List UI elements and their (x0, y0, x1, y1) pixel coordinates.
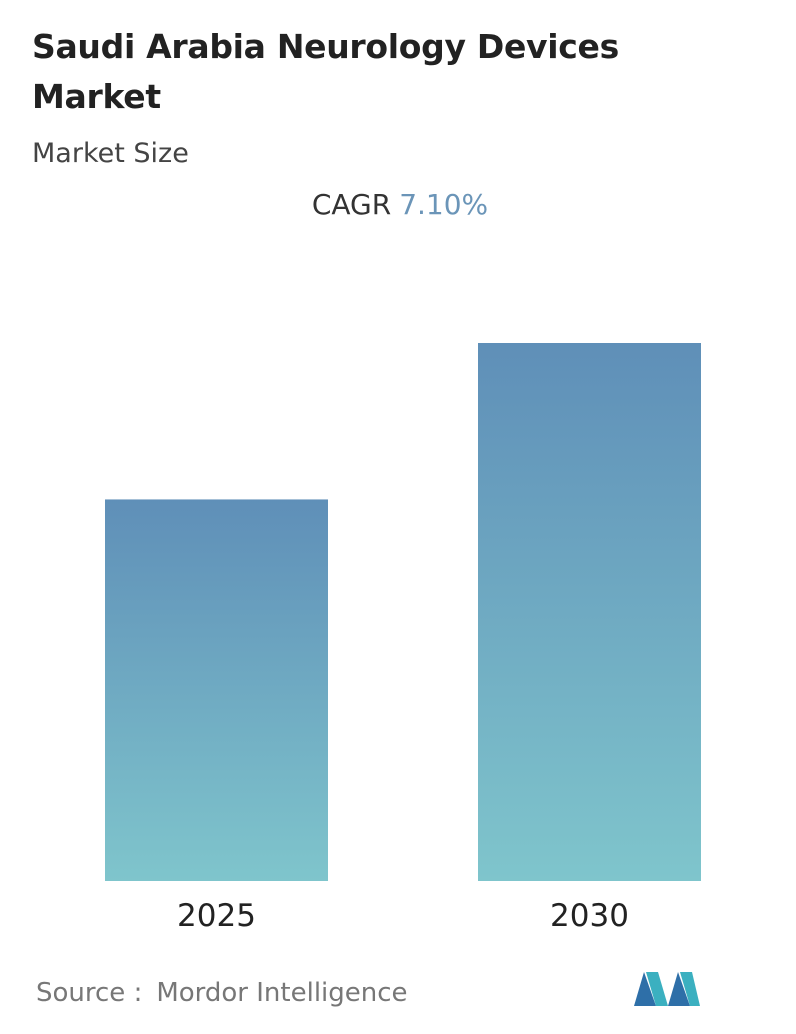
x-tick-label: 2025 (177, 898, 256, 934)
source: Source : Mordor Intelligence (36, 978, 408, 1008)
cagr-label: CAGR (311, 188, 392, 221)
bar (105, 499, 328, 881)
cagr: CAGR 7.10% (0, 188, 796, 221)
logo (634, 972, 700, 1006)
source-label: Source : (36, 978, 143, 1008)
chart-title: Saudi Arabia Neurology Devices Market (32, 27, 619, 116)
bar (478, 343, 701, 881)
cagr-value: 7.10% (399, 188, 489, 221)
x-tick-label: 2030 (550, 898, 629, 934)
source-name: Mordor Intelligence (156, 978, 408, 1008)
chart: 2025 2030 (105, 343, 701, 934)
chart-subtitle: Market Size (32, 138, 189, 169)
